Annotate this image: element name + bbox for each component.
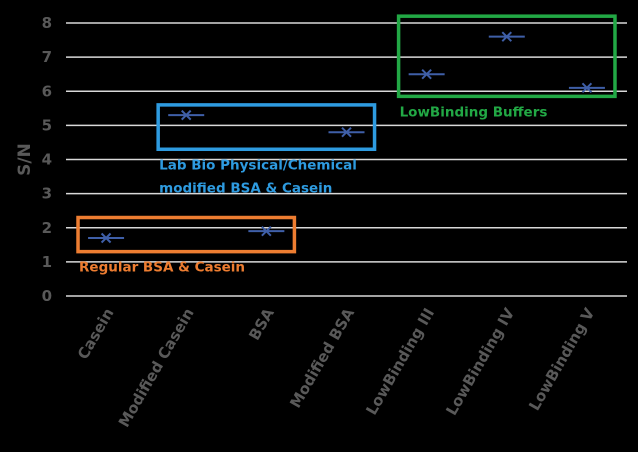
- x-tick-label: BSA: [245, 305, 278, 344]
- annotation-box: [396, 14, 617, 99]
- y-tick-label: 5: [42, 116, 52, 134]
- point-marker: [341, 126, 352, 138]
- point-marker: [100, 232, 112, 244]
- y-tick-label: 7: [42, 48, 52, 66]
- point-marker: [421, 68, 432, 80]
- y-tick-label: 4: [42, 151, 52, 169]
- y-tick-label: 1: [42, 253, 52, 271]
- data-point: [488, 31, 525, 42]
- x-tick-label: Casein: [74, 305, 118, 363]
- data-point: [568, 82, 605, 94]
- data-point: [168, 109, 205, 121]
- annotation-label: Regular BSA & Casein: [79, 260, 245, 276]
- data-point: [408, 68, 445, 80]
- annotations: Regular BSA & Casein Lab Bio Physical/Che…: [76, 14, 617, 276]
- point-marker: [581, 82, 593, 94]
- y-tick-label: 8: [42, 14, 52, 32]
- y-axis-label: S/N: [15, 143, 35, 176]
- data-points: [88, 31, 605, 244]
- annotation-box: [76, 215, 297, 254]
- y-tick-label: 2: [42, 219, 52, 237]
- annotation-label-line2: modified BSA & Casein: [159, 180, 332, 196]
- y-tick-label: 0: [42, 287, 52, 305]
- annotation-box: [156, 103, 377, 152]
- annotation-label: LowBinding Buffers: [400, 104, 548, 120]
- point-marker: [261, 225, 272, 237]
- y-axis-ticks: 0 1 2 3 4 5 6 7 8: [42, 14, 52, 305]
- data-point: [248, 225, 285, 237]
- data-point: [328, 126, 365, 138]
- data-point: [88, 232, 125, 244]
- x-tick-label: Modified Casein: [115, 305, 198, 430]
- y-tick-label: 3: [42, 185, 52, 203]
- y-tick-label: 6: [42, 82, 52, 100]
- x-tick-label: Modified BSA: [286, 305, 358, 412]
- x-tick-label: LowBinding V: [525, 305, 598, 414]
- x-tick-label: LowBinding IV: [442, 305, 518, 419]
- annotation-label: Lab Bio Physical/Chemical: [159, 157, 357, 173]
- x-tick-label: LowBinding III: [362, 305, 438, 418]
- point-marker: [501, 31, 512, 42]
- point-marker: [181, 109, 192, 121]
